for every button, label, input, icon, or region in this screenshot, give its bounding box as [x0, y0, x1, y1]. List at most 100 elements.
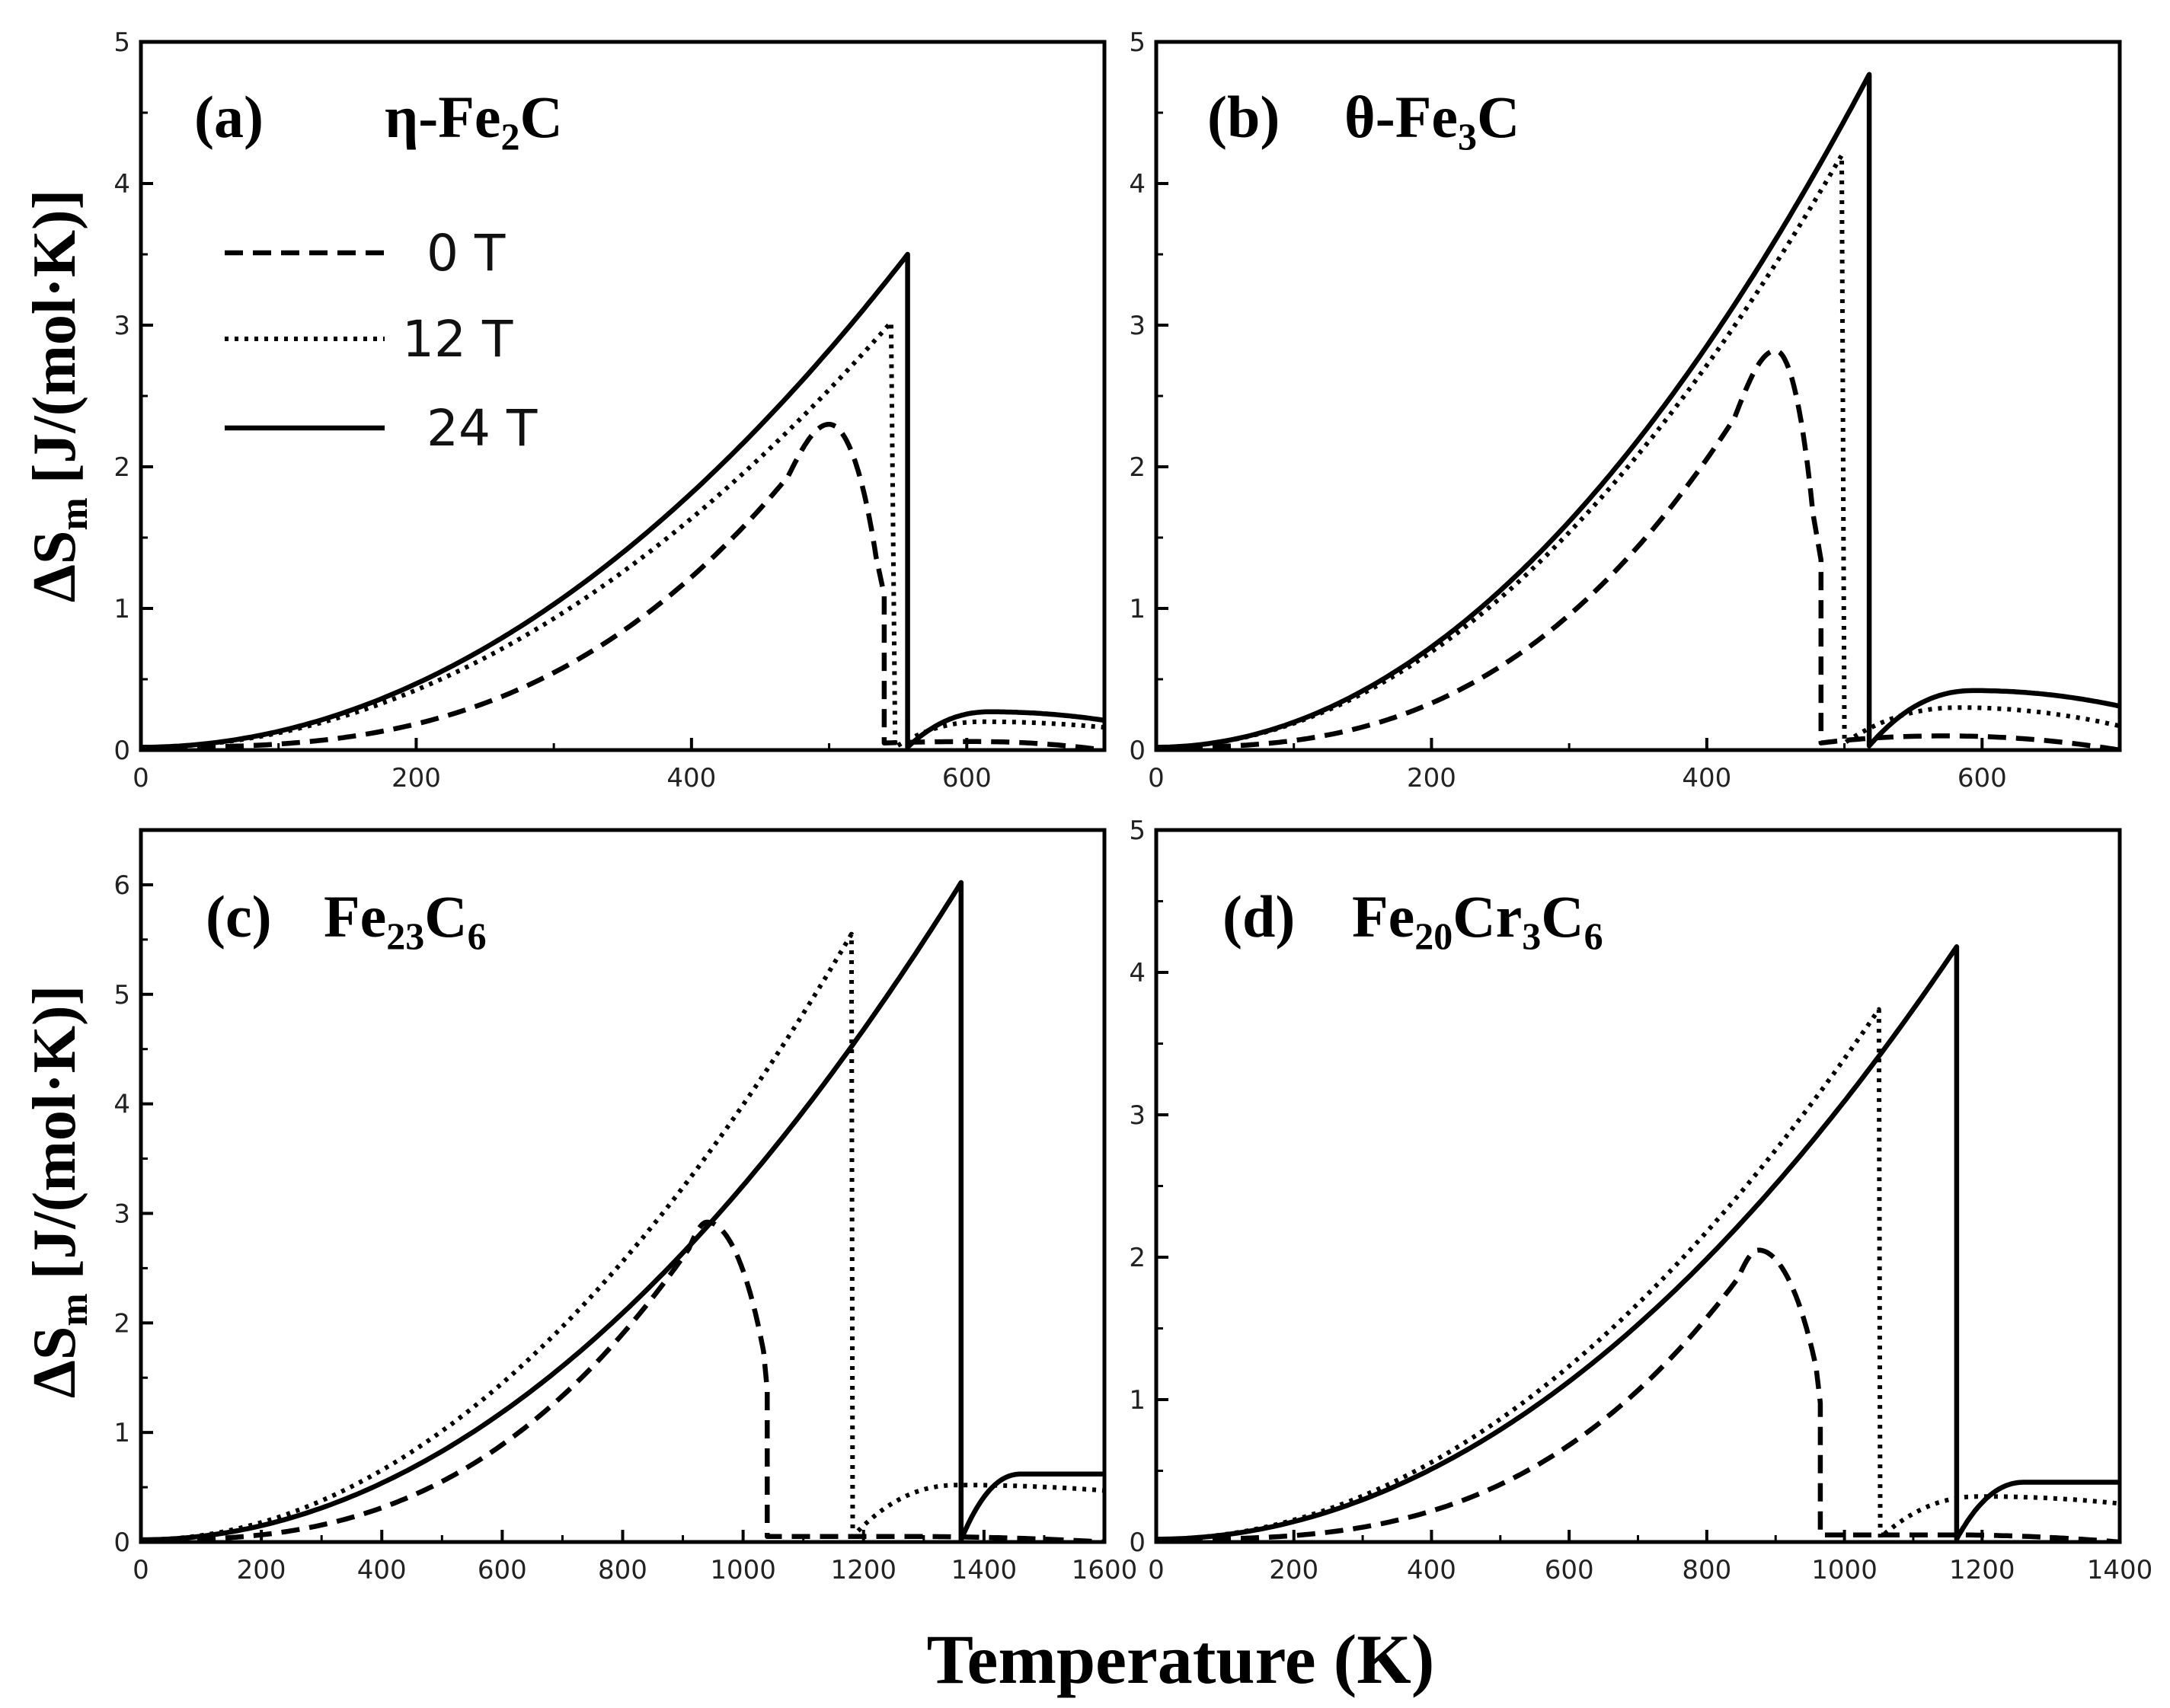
compound-label-d: Fe20Cr3C6 [1352, 883, 1603, 957]
y-tick-label: 1 [1129, 1385, 1146, 1416]
x-tick-label: 600 [1957, 763, 2007, 793]
series-a-0T [141, 421, 1104, 750]
compound-subscript: 6 [1584, 915, 1603, 957]
y-axis-title-sub: m [53, 497, 96, 530]
panel-label-c: (c) [206, 883, 272, 950]
x-tick-label: 1200 [830, 1555, 896, 1585]
x-tick-label: 0 [1148, 1555, 1165, 1585]
y-tick-label: 1 [113, 594, 130, 624]
compound-subscript: 23 [386, 915, 424, 957]
x-tick-label: 600 [1545, 1555, 1594, 1585]
y-tick-label: 3 [1129, 311, 1146, 341]
x-tick-label: 0 [1148, 763, 1165, 793]
y-tick-label: 1 [113, 1418, 130, 1448]
y-tick-label: 5 [1129, 816, 1146, 846]
y-axis-title-delta: ΔS [21, 1326, 88, 1399]
y-axis-title-sub: m [53, 1293, 96, 1326]
y-tick-label: 1 [1129, 594, 1146, 624]
y-tick-label: 4 [1129, 958, 1146, 988]
y-tick-label: 3 [113, 1199, 130, 1229]
series-group-a [141, 251, 1104, 750]
series-d-0T [1156, 1247, 2120, 1542]
x-tick-label: 1400 [951, 1555, 1018, 1585]
legend-label-12T: 12 T [402, 310, 513, 369]
compound-text: C [1541, 883, 1584, 950]
series-a-12T [141, 320, 1104, 750]
compound-text: C [520, 84, 563, 150]
y-axis-title-top: ΔSm [J/(mol·K)] [21, 190, 96, 603]
y-tick-label: 3 [1129, 1100, 1146, 1131]
x-tick-label: 600 [942, 763, 992, 793]
x-tick-label: 400 [1682, 763, 1731, 793]
series-c-24T [141, 880, 1104, 1542]
series-group-d [1156, 944, 2120, 1542]
x-axis-title: Temperature (K) [927, 1620, 1435, 1698]
compound-text: Fe [1352, 883, 1414, 950]
x-tick-label: 1200 [1949, 1555, 2015, 1585]
x-tick-label: 200 [1407, 763, 1456, 793]
panel-d: 0 200 400 600 800 1000 1200 1400 0 1 2 3 4 5 (d) Fe20Cr… [1129, 816, 2152, 1585]
legend: 0 T 12 T 24 T [225, 224, 538, 458]
compound-label-a: η-Fe2C [385, 84, 563, 158]
y-tick-label: 3 [113, 311, 130, 341]
compound-text: C [1477, 84, 1520, 150]
compound-text: Fe [324, 883, 386, 950]
y-tick-label: 4 [113, 1090, 130, 1120]
x-tick-label: 1400 [2087, 1555, 2153, 1585]
compound-subscript: 3 [1458, 115, 1477, 158]
compound-subscript: 2 [501, 115, 520, 158]
x-tick-label: 400 [666, 763, 716, 793]
compound-text: θ-Fe [1344, 84, 1458, 150]
compound-text: Cr [1453, 883, 1522, 950]
compound-label-c: Fe23C6 [324, 883, 487, 957]
x-tick-label: 400 [1407, 1555, 1456, 1585]
x-tick-label: 200 [391, 763, 441, 793]
x-tick-label: 600 [478, 1555, 527, 1585]
y-tick-label: 5 [1129, 27, 1146, 58]
series-b-24T [1156, 72, 2120, 750]
compound-subscript: 3 [1522, 915, 1541, 957]
panel-label-b: (b) [1207, 84, 1280, 150]
x-tick-label: 800 [1682, 1555, 1731, 1585]
legend-label-0T: 0 T [427, 224, 506, 283]
y-tick-label: 0 [1129, 1528, 1146, 1558]
y-tick-label: 2 [1129, 1243, 1146, 1273]
series-group-b [1156, 72, 2120, 750]
compound-subscript: 20 [1414, 915, 1453, 957]
x-tick-label: 200 [1269, 1555, 1318, 1585]
x-tick-label: 400 [357, 1555, 407, 1585]
y-tick-label: 0 [113, 1528, 130, 1558]
panel-label-a: (a) [194, 84, 264, 150]
x-tick-label: 200 [237, 1555, 286, 1585]
x-tick-label: 1000 [710, 1555, 776, 1585]
compound-subscript: 6 [468, 915, 487, 957]
y-tick-label: 5 [113, 27, 130, 58]
y-axis-title-unit: [J/(mol·K)] [21, 985, 88, 1280]
y-tick-label: 2 [113, 452, 130, 483]
y-tick-label: 4 [1129, 169, 1146, 200]
y-tick-label: 2 [1129, 452, 1146, 483]
compound-label-b: θ-Fe3C [1344, 84, 1520, 158]
y-tick-label: 0 [113, 736, 130, 766]
y-tick-label: 4 [113, 169, 130, 200]
x-tick-label: 1000 [1811, 1555, 1878, 1585]
x-tick-label: 0 [133, 1555, 149, 1585]
y-axis-title-bottom: ΔSm [J/(mol·K)] [21, 985, 96, 1399]
y-tick-label: 2 [113, 1308, 130, 1339]
y-tick-label: 5 [113, 980, 130, 1010]
y-tick-label: 0 [1129, 736, 1146, 766]
legend-label-24T: 24 T [427, 399, 538, 458]
x-tick-label: 0 [133, 763, 149, 793]
x-tick-label: 1600 [1072, 1555, 1138, 1585]
compound-text: η-Fe [385, 84, 501, 150]
compound-text: C [424, 883, 467, 950]
series-b-0T [1156, 348, 2120, 750]
y-axis-title-delta: ΔS [21, 531, 88, 603]
panel-label-d: (d) [1222, 883, 1295, 950]
y-axis-title-unit: [J/(mol·K)] [21, 190, 88, 484]
